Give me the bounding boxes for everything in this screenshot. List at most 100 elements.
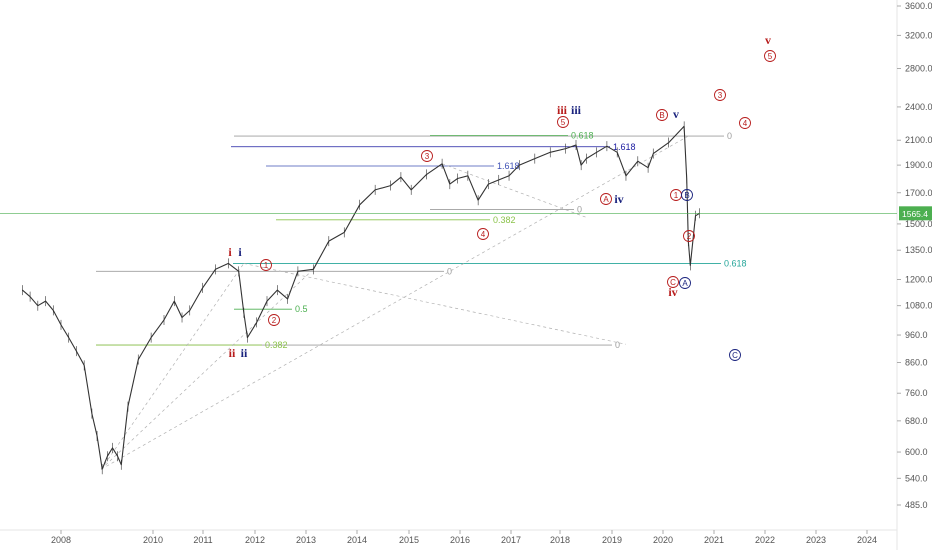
y-tick-label: 3200.0 bbox=[905, 30, 932, 40]
wave-circle-label: C bbox=[732, 351, 738, 360]
y-tick-label: 2100.0 bbox=[905, 135, 932, 145]
x-tick-label: 2022 bbox=[755, 535, 775, 545]
x-tick-label: 2020 bbox=[653, 535, 673, 545]
y-tick-label: 1500.0 bbox=[905, 219, 932, 229]
wave-circle-label: 3 bbox=[718, 91, 723, 100]
wave-label: i bbox=[238, 245, 242, 259]
x-axis: 2008 2010 2011 2012 2013 2014 2015 2016 2017 2018… bbox=[51, 530, 877, 545]
projection-line bbox=[100, 135, 690, 470]
wave-circle-label: B bbox=[659, 111, 664, 120]
last-price-badge bbox=[899, 206, 932, 221]
wave-circle bbox=[764, 50, 776, 62]
wave-circle bbox=[679, 277, 691, 289]
projection-line bbox=[243, 263, 627, 345]
fib-level-label: 0.382 bbox=[265, 340, 288, 350]
y-tick-label: 1080.0 bbox=[905, 301, 932, 311]
last-price-label: 1565.4 bbox=[902, 209, 928, 219]
y-tick-label: 1200.0 bbox=[905, 274, 932, 284]
wave-label: ii bbox=[229, 346, 236, 360]
y-tick-label: 3600.0 bbox=[905, 1, 932, 11]
fib-level-label: 0.618 bbox=[571, 130, 594, 140]
price-layer bbox=[22, 121, 700, 475]
wave-circle-label: 1 bbox=[674, 191, 679, 200]
x-tick-label: 2023 bbox=[806, 535, 826, 545]
wave-circle-label: 3 bbox=[425, 152, 430, 161]
projection-line bbox=[441, 163, 587, 218]
wave-circle bbox=[714, 89, 726, 101]
y-tick-label: 860.0 bbox=[905, 357, 928, 367]
fib-level-label: 0.618 bbox=[724, 258, 747, 268]
last-price-layer: 1565.4 bbox=[0, 206, 932, 221]
x-tick-label: 2018 bbox=[550, 535, 570, 545]
x-tick-label: 2011 bbox=[193, 535, 212, 545]
wave-circle bbox=[600, 193, 612, 205]
wave-label: i bbox=[228, 245, 232, 259]
wave-circle bbox=[681, 189, 693, 201]
wave-circle-label: 2 bbox=[272, 316, 277, 325]
wave-circle-label: 5 bbox=[561, 118, 566, 127]
y-tick-label: 2800.0 bbox=[905, 64, 932, 74]
wave-circle bbox=[421, 150, 433, 162]
wave-circle bbox=[683, 230, 695, 242]
x-tick-label: 2015 bbox=[399, 535, 419, 545]
fib-level-label: 0 bbox=[615, 340, 620, 350]
wave-circle-label: 4 bbox=[743, 119, 748, 128]
wave-circle-label: A bbox=[603, 195, 609, 204]
projection-line bbox=[100, 269, 314, 470]
fib-level-label: 1.618 bbox=[497, 161, 520, 171]
wave-circle-label: 2 bbox=[687, 232, 692, 241]
wave-circle bbox=[477, 228, 489, 240]
wave-circle-label: A bbox=[682, 279, 688, 288]
x-tick-label: 2019 bbox=[602, 535, 622, 545]
wave-circle-label: 4 bbox=[481, 230, 486, 239]
wave-circle-label: B bbox=[684, 191, 689, 200]
levels-layer: 0 0 0 0 1.618 1.618 0.618 0.5 0.382 0.382 0.618 bbox=[96, 130, 747, 350]
x-tick-label: 2008 bbox=[51, 535, 71, 545]
y-tick-label: 1900.0 bbox=[905, 160, 932, 170]
wave-circle-label: C bbox=[670, 278, 676, 287]
wave-circle-label: 5 bbox=[768, 52, 773, 61]
wave-label: iv bbox=[614, 192, 623, 206]
wave-label: v bbox=[765, 33, 771, 47]
y-axis: 3600.0 3200.0 2800.0 2400.0 2100.0 1900.0 1700… bbox=[897, 1, 932, 510]
y-tick-label: 600.0 bbox=[905, 447, 928, 457]
wave-circle bbox=[656, 109, 668, 121]
y-tick-label: 960.0 bbox=[905, 330, 928, 340]
y-tick-label: 2400.0 bbox=[905, 102, 932, 112]
wave-circle bbox=[729, 349, 741, 361]
fib-level-label: 0.5 bbox=[295, 304, 308, 314]
wave-circle bbox=[557, 116, 569, 128]
wave-label: v bbox=[673, 107, 679, 121]
wave-label: iv bbox=[668, 285, 677, 299]
wave-label: iii bbox=[571, 103, 582, 117]
x-tick-label: 2024 bbox=[857, 535, 877, 545]
y-tick-label: 485.0 bbox=[905, 500, 928, 510]
trend-layer bbox=[100, 135, 690, 470]
wave-circle bbox=[739, 117, 751, 129]
wave-circle-label: 1 bbox=[264, 261, 269, 270]
x-tick-label: 2017 bbox=[501, 535, 521, 545]
x-tick-label: 2021 bbox=[704, 535, 724, 545]
fib-level-label: 0.382 bbox=[493, 215, 516, 225]
wave-label: iii bbox=[557, 103, 568, 117]
y-tick-label: 680.0 bbox=[905, 416, 928, 426]
x-tick-label: 2010 bbox=[143, 535, 163, 545]
wave-circle bbox=[667, 276, 679, 288]
wave-circle bbox=[268, 314, 280, 326]
y-tick-label: 540.0 bbox=[905, 473, 928, 483]
x-tick-label: 2016 bbox=[450, 535, 470, 545]
x-tick-label: 2013 bbox=[296, 535, 316, 545]
y-tick-label: 1350.0 bbox=[905, 245, 932, 255]
wave-label: ii bbox=[241, 346, 248, 360]
y-tick-label: 1700.0 bbox=[905, 188, 932, 198]
y-tick-label: 760.0 bbox=[905, 388, 928, 398]
fib-level-label: 1.618 bbox=[613, 142, 636, 152]
wave-circle bbox=[260, 259, 272, 271]
fib-level-label: 0 bbox=[447, 266, 452, 276]
x-tick-label: 2014 bbox=[347, 535, 367, 545]
x-tick-label: 2012 bbox=[245, 535, 265, 545]
